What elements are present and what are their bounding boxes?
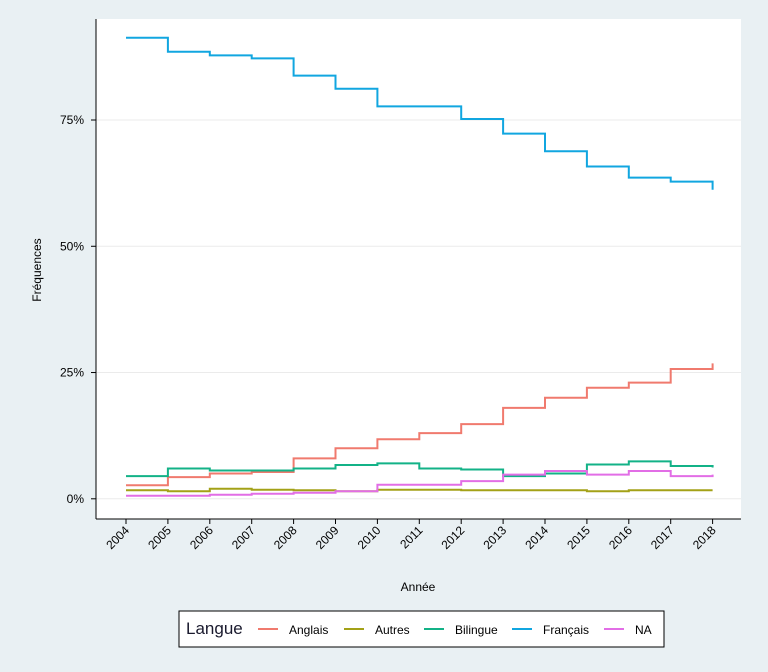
legend-label: Bilingue: [455, 623, 498, 637]
x-tick-label: 2007: [229, 523, 258, 552]
x-tick-label: 2009: [313, 523, 342, 552]
x-tick-label: 2012: [439, 523, 468, 552]
series-line-fran-ais: [126, 36, 714, 190]
x-tick-label: 2017: [648, 523, 677, 552]
series-lines: [126, 36, 714, 497]
x-tick-label: 2013: [480, 523, 509, 552]
y-tick-label: 50%: [60, 239, 84, 253]
y-tick-label: 75%: [60, 113, 84, 127]
x-tick-label: 2006: [187, 523, 216, 552]
x-tick-label: 2010: [355, 523, 384, 552]
plot-panel: [96, 19, 741, 519]
series-line-na: [126, 470, 714, 497]
grid-lines: [96, 119, 741, 500]
x-axis-title: Année: [401, 580, 436, 594]
x-tick-label: 2008: [271, 523, 300, 552]
series-line-anglais: [126, 363, 714, 487]
legend-label: Anglais: [289, 623, 328, 637]
legend-items: Anglais Autres Bilingue Français NA: [258, 623, 652, 637]
legend-label: Autres: [375, 623, 410, 637]
legend-box: [178, 610, 665, 648]
x-tick-label: 2004: [103, 523, 132, 552]
x-tick-label: 2016: [606, 523, 635, 552]
legend-title: Langue: [186, 619, 243, 638]
y-axis-title: Fréquences: [30, 238, 44, 301]
series-line-bilingue: [126, 460, 714, 478]
legend: Langue Anglais Autres Bilingue Français NA: [178, 610, 665, 648]
legend-label: Français: [543, 623, 589, 637]
legend-label: NA: [635, 623, 652, 637]
x-tick-label: 2014: [522, 523, 551, 552]
x-tick-label: 2018: [690, 523, 719, 552]
x-tick-label: 2011: [397, 523, 425, 551]
y-tick-label: 25%: [60, 366, 84, 380]
y-tick-label: 0%: [67, 492, 85, 506]
x-tick-label: 2015: [564, 523, 593, 552]
x-tick-label: 2005: [145, 523, 174, 552]
